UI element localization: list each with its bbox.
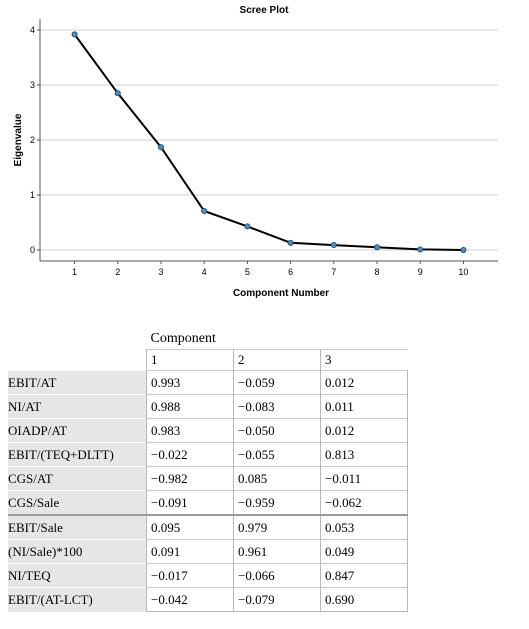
row-label: NI/TEQ xyxy=(8,563,147,588)
x-tick-label: 6 xyxy=(288,267,293,277)
x-tick-label: 1 xyxy=(72,267,77,277)
x-tick-label: 4 xyxy=(202,267,207,277)
x-ticks: 1 2 3 4 5 6 7 8 9 10 xyxy=(72,261,468,277)
y-tick-label: 0 xyxy=(30,245,35,255)
y-tick-label: 1 xyxy=(30,190,35,200)
eigenvalue-point xyxy=(374,244,381,251)
row-label: EBIT/AT xyxy=(8,370,147,395)
eigenvalue-line xyxy=(73,33,464,251)
loading-cell: 0.011 xyxy=(320,394,408,419)
x-axis-label: Component Number xyxy=(233,288,329,299)
table-corner-2 xyxy=(8,349,147,371)
x-tick-label: 3 xyxy=(158,267,163,277)
loading-cell: −0.079 xyxy=(233,587,321,612)
loading-cell: 0.053 xyxy=(320,514,408,540)
column-header-3: 3 xyxy=(320,349,408,371)
y-tick-label: 3 xyxy=(30,80,35,90)
component-loadings-table: Component 1 2 3 EBIT/AT 0.993 −0.059 0.012 N… xyxy=(8,329,408,612)
eigenvalue-point xyxy=(330,242,337,249)
loading-cell: 0.813 xyxy=(320,442,408,467)
loading-cell: −0.042 xyxy=(146,587,234,612)
eigenvalue-point xyxy=(114,90,121,97)
table-corner xyxy=(8,329,147,350)
loading-cell: −0.055 xyxy=(233,442,321,467)
row-label: CGS/Sale xyxy=(8,490,147,515)
loading-cell: 0.988 xyxy=(146,394,234,419)
row-label: CGS/AT xyxy=(8,466,147,491)
eigenvalue-point xyxy=(157,144,164,151)
loading-cell: 0.847 xyxy=(320,563,408,588)
loading-cell: −0.982 xyxy=(146,466,234,491)
x-tick-label: 10 xyxy=(458,267,468,277)
eigenvalue-point xyxy=(244,223,251,230)
column-header-2: 2 xyxy=(233,349,321,371)
loading-cell: 0.012 xyxy=(320,370,408,395)
table-row: EBIT/AT 0.993 −0.059 0.012 xyxy=(8,370,408,395)
y-tick-label: 2 xyxy=(30,135,35,145)
loading-cell: 0.012 xyxy=(320,418,408,443)
eigenvalue-series xyxy=(71,31,467,253)
table-row: EBIT/(AT-LCT) −0.042 −0.079 0.690 xyxy=(8,587,408,612)
loading-cell: −0.017 xyxy=(146,563,234,588)
row-label: EBIT/Sale xyxy=(8,514,147,540)
loading-cell: 0.979 xyxy=(233,514,321,540)
loading-cell: −0.059 xyxy=(233,370,321,395)
y-gridlines xyxy=(40,29,498,251)
loading-cell: −0.083 xyxy=(233,394,321,419)
table-row: CGS/AT −0.982 0.085 −0.011 xyxy=(8,466,408,491)
loading-cell: 0.095 xyxy=(146,514,234,540)
chart-title: Scree Plot xyxy=(240,5,290,16)
loading-cell: −0.011 xyxy=(320,466,408,491)
loading-cell: 0.091 xyxy=(146,539,234,564)
table-row: (NI/Sale)*100 0.091 0.961 0.049 xyxy=(8,539,408,564)
table-row: CGS/Sale −0.091 −0.959 −0.062 xyxy=(8,490,408,515)
x-tick-label: 5 xyxy=(245,267,250,277)
loading-cell: −0.062 xyxy=(320,490,408,515)
row-label: NI/AT xyxy=(8,394,147,419)
eigenvalue-point xyxy=(71,31,78,38)
eigenvalue-point xyxy=(417,246,424,253)
x-tick-label: 7 xyxy=(331,267,336,277)
loading-cell: 0.961 xyxy=(233,539,321,564)
table-row: NI/TEQ −0.017 −0.066 0.847 xyxy=(8,563,408,588)
component-group-header: Component xyxy=(146,329,408,350)
loading-cell: −0.022 xyxy=(146,442,234,467)
table-row: EBIT/Sale 0.095 0.979 0.053 xyxy=(8,514,408,540)
table-row: OIADP/AT 0.983 −0.050 0.012 xyxy=(8,418,408,443)
loading-cell: −0.091 xyxy=(146,490,234,515)
table-row: NI/AT 0.988 −0.083 0.011 xyxy=(8,394,408,419)
loading-cell: 0.049 xyxy=(320,539,408,564)
x-tick-label: 8 xyxy=(375,267,380,277)
x-tick-label: 2 xyxy=(115,267,120,277)
eigenvalue-point xyxy=(460,246,467,253)
x-tick-label: 9 xyxy=(418,267,423,277)
loading-cell: −0.066 xyxy=(233,563,321,588)
loading-cell: 0.690 xyxy=(320,587,408,612)
row-label: EBIT/(TEQ+DLTT) xyxy=(8,442,147,467)
row-label: OIADP/AT xyxy=(8,418,147,443)
loading-cell: 0.983 xyxy=(146,418,234,443)
table-row: EBIT/(TEQ+DLTT) −0.022 −0.055 0.813 xyxy=(8,442,408,467)
loading-cell: 0.993 xyxy=(146,370,234,395)
y-ticks: 0 1 2 3 4 xyxy=(30,25,40,255)
eigenvalue-point xyxy=(287,239,294,246)
column-header-1: 1 xyxy=(146,349,234,371)
row-label: (NI/Sale)*100 xyxy=(8,539,147,564)
y-tick-label: 4 xyxy=(30,25,35,35)
y-axis-label: Eigenvalue xyxy=(13,113,24,166)
loading-cell: 0.085 xyxy=(233,466,321,491)
row-label: EBIT/(AT-LCT) xyxy=(8,587,147,612)
loading-cell: −0.050 xyxy=(233,418,321,443)
eigenvalue-point xyxy=(201,207,208,214)
loading-cell: −0.959 xyxy=(233,490,321,515)
